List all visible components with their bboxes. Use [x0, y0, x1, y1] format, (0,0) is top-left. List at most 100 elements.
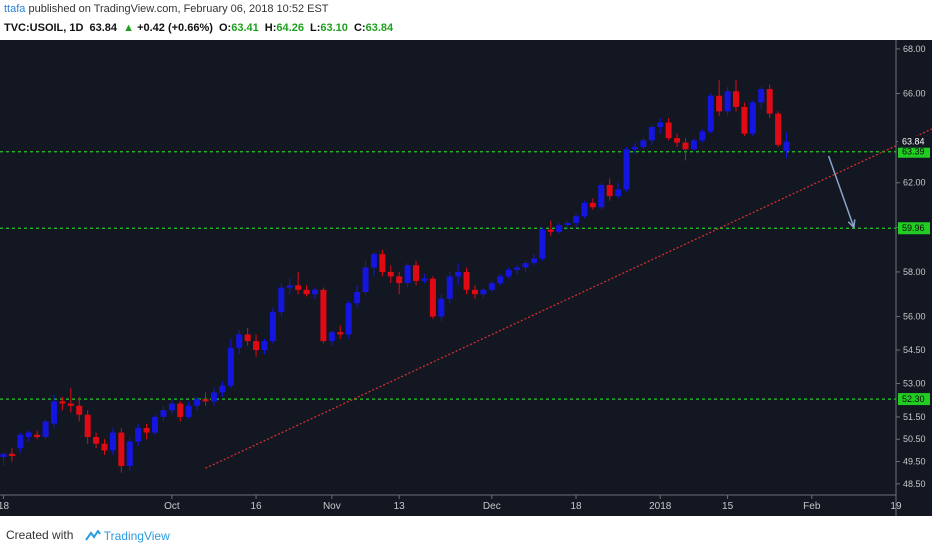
- candle: [42, 419, 49, 440]
- candle: [227, 338, 234, 388]
- trend-line: [205, 128, 932, 469]
- candle-body: [724, 91, 731, 112]
- candle-body: [126, 441, 133, 467]
- symbol-label[interactable]: TVC:USOIL, 1D: [4, 22, 84, 34]
- y-tick-label: 51.50: [903, 412, 926, 422]
- candle-body: [50, 401, 57, 424]
- created-with-label: Created with: [6, 528, 74, 542]
- candle: [135, 423, 142, 446]
- candle: [674, 133, 681, 148]
- candle: [606, 178, 613, 201]
- candle: [463, 267, 470, 295]
- tradingview-brand-link[interactable]: TradingView: [103, 528, 170, 543]
- candle: [67, 387, 74, 413]
- candle-body: [716, 95, 723, 112]
- candle: [648, 124, 655, 145]
- level-price-tag: [898, 145, 930, 158]
- candle-body: [362, 267, 369, 293]
- candle: [429, 276, 436, 319]
- candle: [741, 102, 748, 136]
- candle: [362, 260, 369, 295]
- candle: [202, 392, 209, 406]
- candle: [581, 200, 588, 219]
- level-price-tag: [898, 393, 930, 406]
- candle: [93, 432, 100, 449]
- chart-header: ttafa published on TradingView.com, Febr…: [0, 0, 932, 40]
- low-value: 63.10: [320, 22, 348, 34]
- candle-body: [505, 269, 512, 277]
- candle: [253, 334, 260, 357]
- candle-body: [168, 403, 175, 411]
- candle: [354, 285, 361, 308]
- candle-body: [640, 140, 647, 148]
- candle: [623, 147, 630, 192]
- candle-body: [564, 222, 571, 226]
- price-chart[interactable]: 48.50 49.50 50.50 51.50 53.00 54.50 56.00 58.00…: [0, 40, 932, 516]
- x-tick-label: 19: [890, 501, 902, 512]
- level-price-tag: [898, 222, 930, 235]
- candle: [690, 138, 697, 152]
- chart-footer: Created with TradingView: [0, 516, 932, 550]
- candle-body: [615, 189, 622, 197]
- author-link[interactable]: ttafa: [4, 3, 26, 15]
- candle-body: [109, 432, 116, 451]
- candle: [573, 213, 580, 228]
- low-label: L:: [310, 22, 321, 34]
- x-tick-label: 16: [250, 501, 262, 512]
- candle: [758, 86, 765, 110]
- candle: [497, 274, 504, 286]
- candle: [345, 300, 352, 339]
- candle: [143, 423, 150, 440]
- candle: [556, 222, 563, 235]
- high-value: 64.26: [276, 22, 304, 34]
- close-label: C:: [353, 22, 366, 34]
- publish-info: published on TradingView.com, February 0…: [28, 3, 329, 15]
- candle-body: [101, 443, 108, 451]
- candle-body: [471, 289, 478, 295]
- candle: [17, 432, 24, 453]
- candle: [749, 100, 756, 136]
- x-tick-label: Feb: [803, 501, 821, 512]
- candle-body: [598, 184, 605, 208]
- candle: [775, 111, 782, 148]
- candle: [421, 274, 428, 284]
- candle: [438, 294, 445, 322]
- candle: [210, 387, 217, 406]
- candle-body: [337, 332, 344, 335]
- candle-body: [76, 405, 83, 415]
- candle: [320, 287, 327, 344]
- candle: [471, 285, 478, 299]
- candle-body: [253, 341, 260, 351]
- candle: [84, 410, 91, 444]
- candle: [278, 283, 285, 317]
- candle: [488, 280, 495, 293]
- candle-body: [370, 254, 377, 268]
- candle-body: [278, 287, 285, 313]
- candle: [455, 263, 462, 286]
- candle-body: [589, 202, 596, 208]
- candle-body: [547, 229, 554, 232]
- candle-body: [143, 428, 150, 433]
- candle-body: [480, 289, 487, 295]
- candle-body: [606, 184, 613, 197]
- candle: [59, 396, 66, 411]
- change-arrow-icon: ▲: [123, 22, 134, 34]
- candle-body: [244, 334, 251, 342]
- candle: [640, 138, 647, 150]
- candle-body: [261, 341, 268, 351]
- candle: [101, 439, 108, 455]
- candle-body: [674, 138, 681, 143]
- candle: [152, 414, 159, 435]
- candle: [160, 405, 167, 422]
- candle: [598, 182, 605, 210]
- candle: [236, 329, 243, 355]
- candle-body: [783, 141, 790, 152]
- candle-body: [0, 453, 7, 458]
- candle: [8, 448, 15, 462]
- candle-body: [25, 432, 32, 438]
- candle-body: [707, 95, 714, 132]
- candle: [615, 182, 622, 199]
- candle-body: [413, 265, 420, 281]
- candle-body: [202, 399, 209, 402]
- last-price: 63.84: [89, 22, 118, 34]
